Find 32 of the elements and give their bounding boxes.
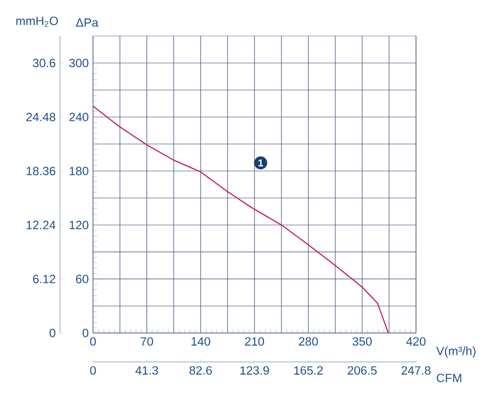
y-tick-label: 180 bbox=[70, 166, 88, 176]
x-tick-label: 350 bbox=[352, 337, 372, 346]
x2-tick-label: 247.8 bbox=[402, 366, 430, 375]
x2-tick-label: 123.9 bbox=[240, 366, 269, 375]
y-tick-label: 0 bbox=[82, 328, 88, 338]
x-tick-label: 420 bbox=[406, 337, 426, 346]
y-tick-label: 300 bbox=[69, 58, 88, 68]
y2-tick-label: 30.6 bbox=[32, 58, 56, 68]
x-axis-title: V(m³/h) bbox=[436, 346, 476, 358]
x2-tick-label: 82.6 bbox=[190, 366, 212, 375]
x2-tick-label: 206.5 bbox=[348, 366, 377, 375]
y-axis-title: ΔPa bbox=[76, 18, 98, 27]
x-tick-label: 210 bbox=[245, 337, 264, 346]
y2-tick-label: 12.24 bbox=[26, 220, 56, 230]
x2-tick-label: 0 bbox=[90, 366, 96, 375]
x-tick-label: 0 bbox=[90, 337, 96, 346]
x-tick-label: 70 bbox=[140, 337, 154, 346]
y2-tick-label: 18.36 bbox=[26, 166, 56, 176]
line-series bbox=[92, 106, 389, 334]
x2-axis-title: CFM bbox=[436, 374, 462, 382]
y2-tick-label: 24.48 bbox=[26, 112, 56, 122]
y-tick-label: 60 bbox=[76, 274, 88, 284]
x-tick-label: 280 bbox=[298, 337, 318, 346]
y2-tick-label: 6.12 bbox=[33, 274, 56, 284]
y-tick-label: 240 bbox=[69, 112, 88, 122]
annotation: 1 bbox=[258, 159, 264, 166]
x2-tick-label: 41.3 bbox=[135, 366, 158, 375]
x-tick-label: 140 bbox=[192, 337, 210, 346]
x2-tick-label: 165.2 bbox=[294, 366, 323, 375]
y-tick-label: 120 bbox=[70, 220, 88, 230]
y2-tick-label: 0 bbox=[50, 328, 56, 338]
y2-axis-title: mmH$_{2}$O bbox=[16, 16, 58, 27]
